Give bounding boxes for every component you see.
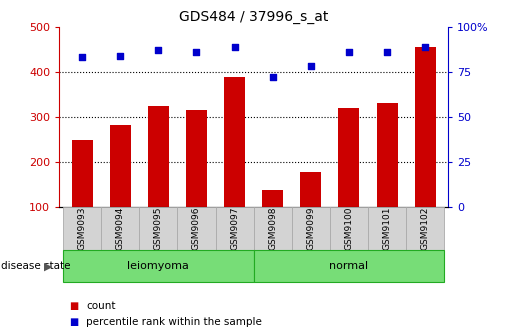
FancyBboxPatch shape — [101, 207, 139, 250]
Point — [383, 49, 391, 55]
FancyBboxPatch shape — [292, 207, 330, 250]
Text: GSM9097: GSM9097 — [230, 207, 239, 250]
Point — [269, 75, 277, 80]
Point — [345, 49, 353, 55]
Text: disease state: disease state — [1, 261, 71, 271]
Text: GSM9096: GSM9096 — [192, 207, 201, 250]
Text: GSM9101: GSM9101 — [383, 207, 391, 250]
Bar — [148, 107, 169, 252]
Bar — [72, 140, 93, 252]
Text: normal: normal — [330, 261, 369, 271]
Text: GSM9094: GSM9094 — [116, 207, 125, 250]
Bar — [224, 77, 245, 252]
Text: GSM9100: GSM9100 — [345, 207, 353, 250]
Point — [421, 44, 430, 49]
Point — [307, 64, 315, 69]
Bar — [110, 125, 131, 252]
Bar — [415, 47, 436, 252]
Text: GSM9099: GSM9099 — [306, 207, 315, 250]
FancyBboxPatch shape — [177, 207, 215, 250]
Bar — [186, 110, 207, 252]
Text: leiomyoma: leiomyoma — [127, 261, 190, 271]
Bar — [300, 172, 321, 252]
Text: ▶: ▶ — [44, 261, 52, 271]
FancyBboxPatch shape — [368, 207, 406, 250]
Point — [230, 44, 238, 49]
FancyBboxPatch shape — [253, 250, 444, 282]
Bar — [338, 108, 359, 252]
FancyBboxPatch shape — [406, 207, 444, 250]
Point — [154, 48, 162, 53]
Bar — [376, 103, 398, 252]
Text: ■: ■ — [70, 317, 79, 327]
Bar — [262, 190, 283, 252]
Point — [116, 53, 124, 58]
Text: GSM9095: GSM9095 — [154, 207, 163, 250]
Text: percentile rank within the sample: percentile rank within the sample — [86, 317, 262, 327]
FancyBboxPatch shape — [63, 207, 101, 250]
Text: ■: ■ — [70, 301, 79, 311]
Text: GSM9098: GSM9098 — [268, 207, 277, 250]
FancyBboxPatch shape — [139, 207, 177, 250]
FancyBboxPatch shape — [63, 250, 253, 282]
FancyBboxPatch shape — [330, 207, 368, 250]
FancyBboxPatch shape — [253, 207, 292, 250]
Title: GDS484 / 37996_s_at: GDS484 / 37996_s_at — [179, 10, 329, 25]
FancyBboxPatch shape — [215, 207, 253, 250]
Text: GSM9093: GSM9093 — [78, 207, 87, 250]
Text: count: count — [86, 301, 115, 311]
Point — [192, 49, 200, 55]
Text: GSM9102: GSM9102 — [421, 207, 430, 250]
Point — [78, 55, 86, 60]
